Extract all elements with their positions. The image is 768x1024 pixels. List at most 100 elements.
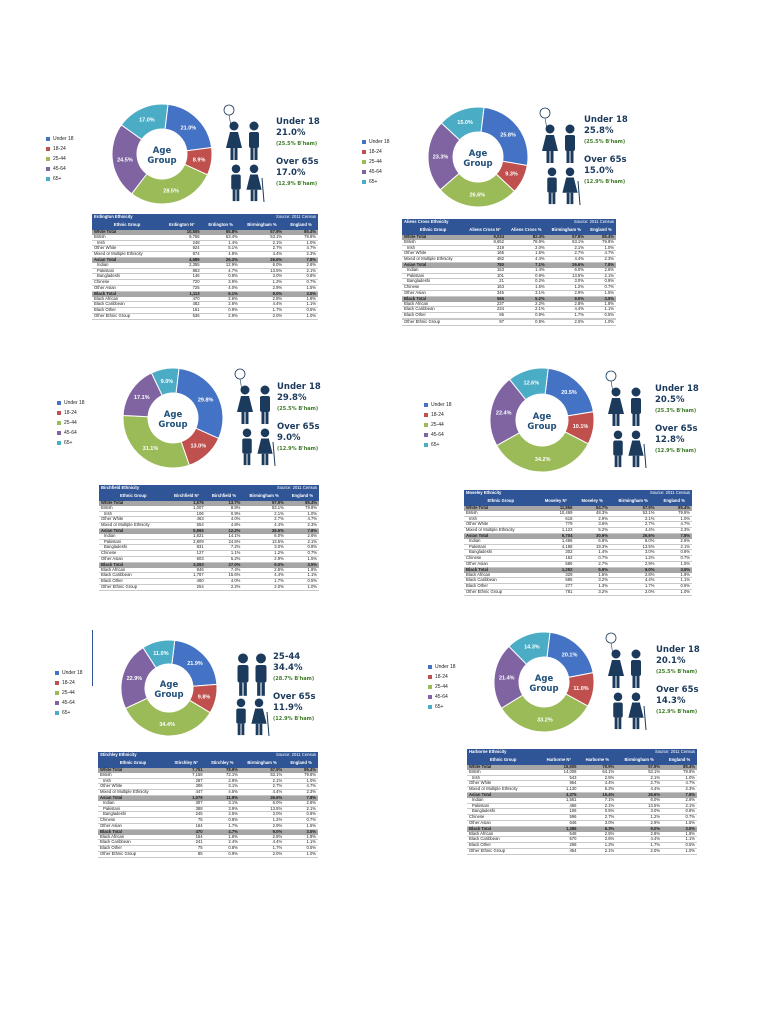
table-cell: 0.7% bbox=[656, 555, 692, 562]
slice-label: 24.5% bbox=[117, 158, 133, 164]
legend-label: 25-44 bbox=[369, 159, 382, 165]
table-row: Black Other 95 0.9% 1.7% 0.5% bbox=[402, 312, 616, 319]
table-cell: White Total bbox=[92, 229, 163, 235]
table-cell: 1.1% bbox=[585, 307, 616, 314]
table-cell: 13.5% bbox=[239, 806, 285, 813]
table-cell: 165 bbox=[464, 251, 506, 258]
table-cell: 1.5% bbox=[285, 556, 319, 563]
table-cell: 4,188 bbox=[537, 544, 575, 551]
table-cell: 3.0% bbox=[609, 550, 657, 557]
table-cell: 2.7% bbox=[616, 781, 663, 788]
stat-heading: Over 65s bbox=[273, 692, 316, 702]
table-cell: 97 bbox=[464, 319, 506, 326]
table-cell: 9.0% bbox=[546, 296, 586, 302]
table-row: Indian 1,621 14.1% 6.0% 2.6% bbox=[99, 533, 319, 540]
table-cell: 106 bbox=[167, 511, 206, 518]
table-cell: 596 bbox=[539, 814, 579, 821]
table-source: Source: 2011 Census bbox=[276, 752, 316, 758]
legend-swatch bbox=[428, 705, 432, 709]
table-row: Asian Total 3,375 15.4% 26.6% 7.8% bbox=[467, 792, 697, 798]
table-cell: Black Total bbox=[467, 826, 540, 832]
table-cell: Other Asian bbox=[92, 285, 163, 292]
table-cell: 0.9% bbox=[205, 511, 243, 518]
table-cell: 5.9% bbox=[574, 567, 610, 573]
table-row: Indian 1,466 6.8% 6.0% 2.6% bbox=[464, 538, 692, 545]
stat-heading: 25-44 bbox=[273, 652, 301, 662]
slice-25-44 bbox=[122, 414, 190, 469]
ethnicity-table: Harborne Ethnicity Source: 2011 Census Eth… bbox=[467, 749, 697, 855]
slice-label: 10.1% bbox=[573, 424, 589, 430]
center-label: Age bbox=[533, 412, 552, 422]
table-cell: Black Total bbox=[99, 562, 168, 568]
table-cell: 2.8% bbox=[546, 301, 586, 308]
legend-label: 45-64 bbox=[62, 700, 75, 706]
table-cell: 0.5% bbox=[284, 845, 318, 852]
table-cell: 1.2% bbox=[578, 842, 617, 849]
legend-swatch bbox=[428, 685, 432, 689]
legend-item: 65+ bbox=[57, 438, 85, 448]
table-cell: White Total bbox=[98, 767, 168, 773]
table-cell: 1.7% bbox=[204, 823, 240, 830]
table-cell: 2.9% bbox=[201, 313, 240, 320]
table-cell: 2.1% bbox=[242, 511, 286, 518]
table-cell: Pakistani bbox=[464, 544, 538, 551]
table-cell: 1.8% bbox=[285, 567, 319, 574]
table-cell: 2.3% bbox=[285, 522, 319, 529]
table-cell: 2.3% bbox=[662, 786, 697, 793]
table-row: Irish 219 2.0% 2.1% 1.0% bbox=[402, 245, 616, 252]
table-cell: Irish bbox=[92, 240, 163, 247]
table-cell: 566 bbox=[464, 296, 506, 302]
table-row: Pakistani 101 0.9% 13.5% 2.1% bbox=[402, 273, 616, 280]
table-cell: 11.9% bbox=[204, 795, 240, 801]
legend-label: 25-44 bbox=[435, 684, 448, 690]
table-cell: 9.0% bbox=[609, 567, 657, 573]
legend-item: Under 18 bbox=[55, 668, 83, 678]
table-cell: 13.5% bbox=[239, 268, 285, 275]
table-cell: 2.1% bbox=[546, 245, 586, 252]
table-header-row: Ethnic Group Harborne N° Harborne % Birming… bbox=[467, 756, 697, 765]
table-cell: Mixed or Multiple Ethnicity bbox=[92, 251, 163, 258]
slice-label: 12.6% bbox=[524, 380, 540, 386]
separator-line bbox=[92, 630, 93, 686]
stat-heading: Under 18 bbox=[656, 645, 700, 655]
table-cell bbox=[546, 318, 586, 320]
center-label: Group bbox=[463, 159, 492, 169]
table-cell: 15,505 bbox=[539, 764, 579, 770]
column-header: Birmingham % bbox=[546, 226, 586, 235]
table-cell: Irish bbox=[98, 778, 168, 785]
table-cell: Asian Total bbox=[467, 792, 540, 798]
table-title: Erdington Ethnicity Source: 2011 Census bbox=[92, 214, 318, 221]
table-cell: 85.4% bbox=[285, 500, 319, 506]
table-row: Black Other 268 1.2% 1.7% 0.5% bbox=[467, 842, 697, 849]
table-cell: Other Asian bbox=[467, 820, 540, 827]
legend-item: 18-24 bbox=[424, 410, 452, 420]
table-row: Black African 846 7.4% 2.8% 1.8% bbox=[99, 567, 319, 574]
table-cell: 2.9% bbox=[239, 285, 285, 292]
table-cell: 1.7% bbox=[242, 578, 286, 585]
table-cell: 345 bbox=[464, 290, 506, 297]
stat-birmingham: (12.9% B'ham) bbox=[584, 179, 626, 185]
table-cell: 3.2% bbox=[574, 578, 610, 585]
table-cell: 5.2% bbox=[505, 296, 547, 302]
table-cell: 720 bbox=[162, 279, 202, 286]
table-cell: 7.8% bbox=[285, 528, 319, 534]
legend-swatch bbox=[424, 443, 428, 447]
table-cell: 1,130 bbox=[539, 786, 579, 793]
stat-birmingham: (12.9% B'ham) bbox=[277, 446, 319, 452]
table-row: Other Asian 164 1.7% 2.9% 1.5% bbox=[98, 823, 318, 830]
table-cell: 0.8% bbox=[285, 545, 319, 552]
table-row: British 1,007 8.8% 53.1% 79.8% bbox=[99, 505, 319, 512]
legend-swatch bbox=[57, 401, 61, 405]
legend-label: 65+ bbox=[53, 176, 62, 182]
table-cell: Other Asian bbox=[98, 823, 168, 830]
column-header: Moseley % bbox=[574, 497, 610, 506]
stat-birmingham: (12.9% B'ham) bbox=[656, 709, 698, 715]
table-cell: 79.8% bbox=[662, 769, 697, 776]
table-row: Other White 954 4.4% 2.7% 4.7% bbox=[467, 781, 697, 788]
table-cell: 1,561 bbox=[539, 797, 579, 804]
table-cell: 3,375 bbox=[539, 792, 579, 798]
table-cell: 1.1% bbox=[284, 302, 318, 309]
slice-label: 21.9% bbox=[187, 661, 203, 667]
legend-item: Under 18 bbox=[428, 662, 456, 672]
ethnicity-table: Aliens Cross Ethnicity Source: 2011 Censu… bbox=[402, 219, 616, 326]
